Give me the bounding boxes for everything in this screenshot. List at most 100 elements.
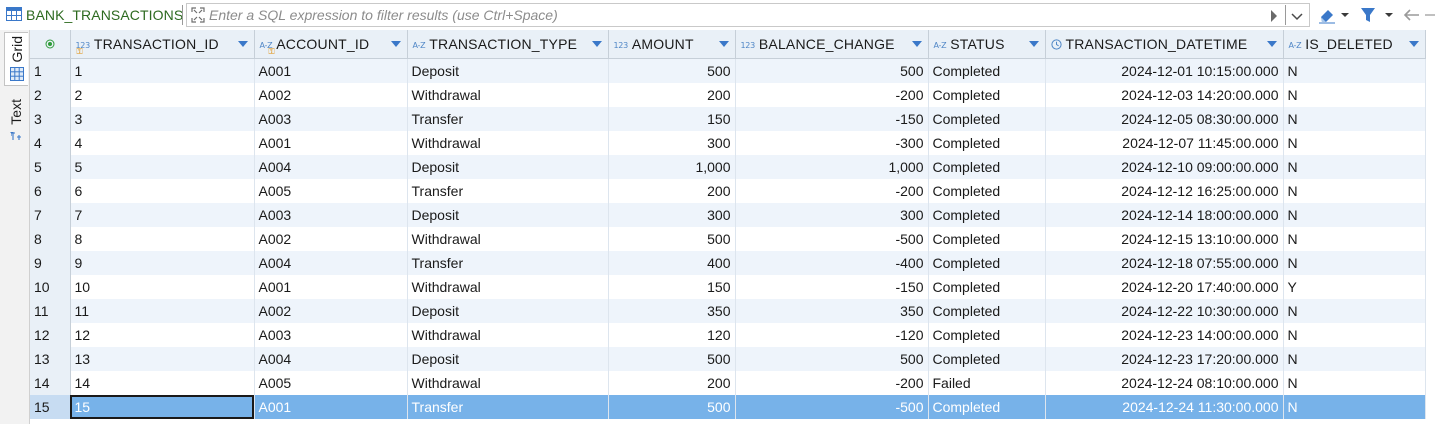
- cell-transaction-datetime[interactable]: 2024-12-23 17:20:00.000: [1045, 346, 1284, 371]
- cell-balance-change[interactable]: -300: [735, 130, 929, 155]
- column-header-transaction-datetime[interactable]: TRANSACTION_DATETIME: [1045, 30, 1284, 59]
- cell-transaction-type[interactable]: Deposit: [407, 202, 609, 227]
- cell-balance-change[interactable]: -500: [735, 226, 929, 251]
- cell-transaction-type[interactable]: Deposit: [407, 154, 609, 179]
- sort-arrow-icon[interactable]: [591, 41, 602, 47]
- cell-transaction-id[interactable]: 15: [70, 394, 255, 419]
- cell-status[interactable]: Completed: [928, 82, 1046, 107]
- cell-amount[interactable]: 200: [608, 370, 736, 395]
- table-row[interactable]: 13 13 A004 Deposit 500 500 Completed 2024-12-23…: [30, 346, 1426, 371]
- eraser-icon[interactable]: [1318, 4, 1336, 26]
- cell-transaction-datetime[interactable]: 2024-12-18 07:55:00.000: [1045, 250, 1284, 275]
- cell-account-id[interactable]: A002: [254, 298, 408, 323]
- cell-transaction-id[interactable]: 5: [70, 154, 255, 179]
- cell-status[interactable]: Completed: [928, 298, 1046, 323]
- cell-balance-change[interactable]: -200: [735, 82, 929, 107]
- row-number[interactable]: 13: [30, 346, 71, 371]
- cell-is-deleted[interactable]: N: [1283, 202, 1426, 227]
- cell-balance-change[interactable]: -120: [735, 322, 929, 347]
- cell-amount[interactable]: 300: [608, 202, 736, 227]
- cell-balance-change[interactable]: -200: [735, 178, 929, 203]
- cell-balance-change[interactable]: -400: [735, 250, 929, 275]
- cell-transaction-datetime[interactable]: 2024-12-22 10:30:00.000: [1045, 298, 1284, 323]
- table-row[interactable]: 4 4 A001 Withdrawal 300 -300 Completed 2024-12-…: [30, 130, 1426, 155]
- cell-transaction-id[interactable]: 12: [70, 322, 255, 347]
- cell-account-id[interactable]: A005: [254, 370, 408, 395]
- table-row[interactable]: 6 6 A005 Transfer 200 -200 Completed 2024-12-12…: [30, 178, 1426, 203]
- cell-amount[interactable]: 120: [608, 322, 736, 347]
- column-header-status[interactable]: A-Z STATUS: [928, 30, 1046, 59]
- cell-balance-change[interactable]: -150: [735, 106, 929, 131]
- sort-arrow-icon[interactable]: [1028, 41, 1039, 47]
- cell-status[interactable]: Completed: [928, 274, 1046, 299]
- cell-transaction-id[interactable]: 3: [70, 106, 255, 131]
- cell-is-deleted[interactable]: N: [1283, 154, 1426, 179]
- cell-account-id[interactable]: A003: [254, 322, 408, 347]
- cell-amount[interactable]: 500: [608, 226, 736, 251]
- cell-transaction-type[interactable]: Transfer: [407, 394, 609, 419]
- cell-account-id[interactable]: A001: [254, 58, 408, 83]
- cell-transaction-type[interactable]: Transfer: [407, 106, 609, 131]
- cell-transaction-type[interactable]: Withdrawal: [407, 226, 609, 251]
- table-row[interactable]: 11 11 A002 Deposit 350 350 Completed 2024-12-22…: [30, 298, 1426, 323]
- cell-balance-change[interactable]: -200: [735, 370, 929, 395]
- cell-transaction-datetime[interactable]: 2024-12-10 09:00:00.000: [1045, 154, 1284, 179]
- cell-status[interactable]: Completed: [928, 154, 1046, 179]
- cell-balance-change[interactable]: 500: [735, 346, 929, 371]
- cell-transaction-datetime[interactable]: 2024-12-14 18:00:00.000: [1045, 202, 1284, 227]
- results-grid[interactable]: 123 ⚿ TRANSACTION_ID A-Z ⚿ ACCOUNT_ID: [30, 30, 1426, 419]
- cell-account-id[interactable]: A002: [254, 82, 408, 107]
- cell-amount[interactable]: 150: [608, 106, 736, 131]
- table-row[interactable]: 15 15 A001 Transfer 500 -500 Completed 2024-12-…: [30, 394, 1426, 419]
- column-header-balance-change[interactable]: 123 BALANCE_CHANGE: [735, 30, 929, 59]
- cell-transaction-type[interactable]: Deposit: [407, 298, 609, 323]
- row-number-header[interactable]: [30, 30, 71, 59]
- cell-transaction-datetime[interactable]: 2024-12-20 17:40:00.000: [1045, 274, 1284, 299]
- cell-transaction-id[interactable]: 8: [70, 226, 255, 251]
- row-number[interactable]: 5: [30, 154, 71, 179]
- table-row[interactable]: 8 8 A002 Withdrawal 500 -500 Completed 2024-12-…: [30, 226, 1426, 251]
- row-number[interactable]: 8: [30, 226, 71, 251]
- sort-arrow-icon[interactable]: [237, 41, 248, 47]
- cell-transaction-id[interactable]: 4: [70, 130, 255, 155]
- cell-amount[interactable]: 500: [608, 58, 736, 83]
- column-header-account-id[interactable]: A-Z ⚿ ACCOUNT_ID: [254, 30, 408, 59]
- row-number[interactable]: 12: [30, 322, 71, 347]
- cell-transaction-datetime[interactable]: 2024-12-24 11:30:00.000: [1045, 394, 1284, 419]
- table-row[interactable]: 5 5 A004 Deposit 1,000 1,000 Completed 2024-12-…: [30, 154, 1426, 179]
- cell-is-deleted[interactable]: N: [1283, 346, 1426, 371]
- cell-transaction-id[interactable]: 11: [70, 298, 255, 323]
- cell-amount[interactable]: 350: [608, 298, 736, 323]
- column-header-transaction-type[interactable]: A-Z TRANSACTION_TYPE: [407, 30, 609, 59]
- table-row[interactable]: 7 7 A003 Deposit 300 300 Completed 2024-12-14 1…: [30, 202, 1426, 227]
- cell-amount[interactable]: 200: [608, 178, 736, 203]
- table-row[interactable]: 1 1 A001 Deposit 500 500 Completed 2024-12-01 1…: [30, 58, 1426, 83]
- cell-transaction-id[interactable]: 2: [70, 82, 255, 107]
- select-all-icon[interactable]: [45, 36, 55, 52]
- column-header-amount[interactable]: 123 AMOUNT: [608, 30, 736, 59]
- cell-transaction-datetime[interactable]: 2024-12-01 10:15:00.000: [1045, 58, 1284, 83]
- cell-transaction-type[interactable]: Deposit: [407, 58, 609, 83]
- sort-arrow-icon[interactable]: [1408, 41, 1419, 47]
- cell-account-id[interactable]: A004: [254, 154, 408, 179]
- cell-amount[interactable]: 300: [608, 130, 736, 155]
- cell-is-deleted[interactable]: N: [1283, 370, 1426, 395]
- cell-status[interactable]: Completed: [928, 346, 1046, 371]
- cell-account-id[interactable]: A005: [254, 178, 408, 203]
- cell-account-id[interactable]: A002: [254, 226, 408, 251]
- cell-status[interactable]: Completed: [928, 58, 1046, 83]
- cell-is-deleted[interactable]: N: [1283, 298, 1426, 323]
- cell-amount[interactable]: 150: [608, 274, 736, 299]
- cell-is-deleted[interactable]: N: [1283, 130, 1426, 155]
- column-header-transaction-id[interactable]: 123 ⚿ TRANSACTION_ID: [70, 30, 255, 59]
- cell-amount[interactable]: 400: [608, 250, 736, 275]
- cell-transaction-type[interactable]: Withdrawal: [407, 130, 609, 155]
- table-row[interactable]: 3 3 A003 Transfer 150 -150 Completed 2024-12-05…: [30, 106, 1426, 131]
- apply-filter-icon[interactable]: [1269, 5, 1279, 27]
- cell-status[interactable]: Failed: [928, 370, 1046, 395]
- cell-is-deleted[interactable]: N: [1283, 226, 1426, 251]
- cell-transaction-type[interactable]: Withdrawal: [407, 82, 609, 107]
- row-number[interactable]: 11: [30, 298, 71, 323]
- table-row[interactable]: 2 2 A002 Withdrawal 200 -200 Completed 2024-12-…: [30, 82, 1426, 107]
- cell-amount[interactable]: 200: [608, 82, 736, 107]
